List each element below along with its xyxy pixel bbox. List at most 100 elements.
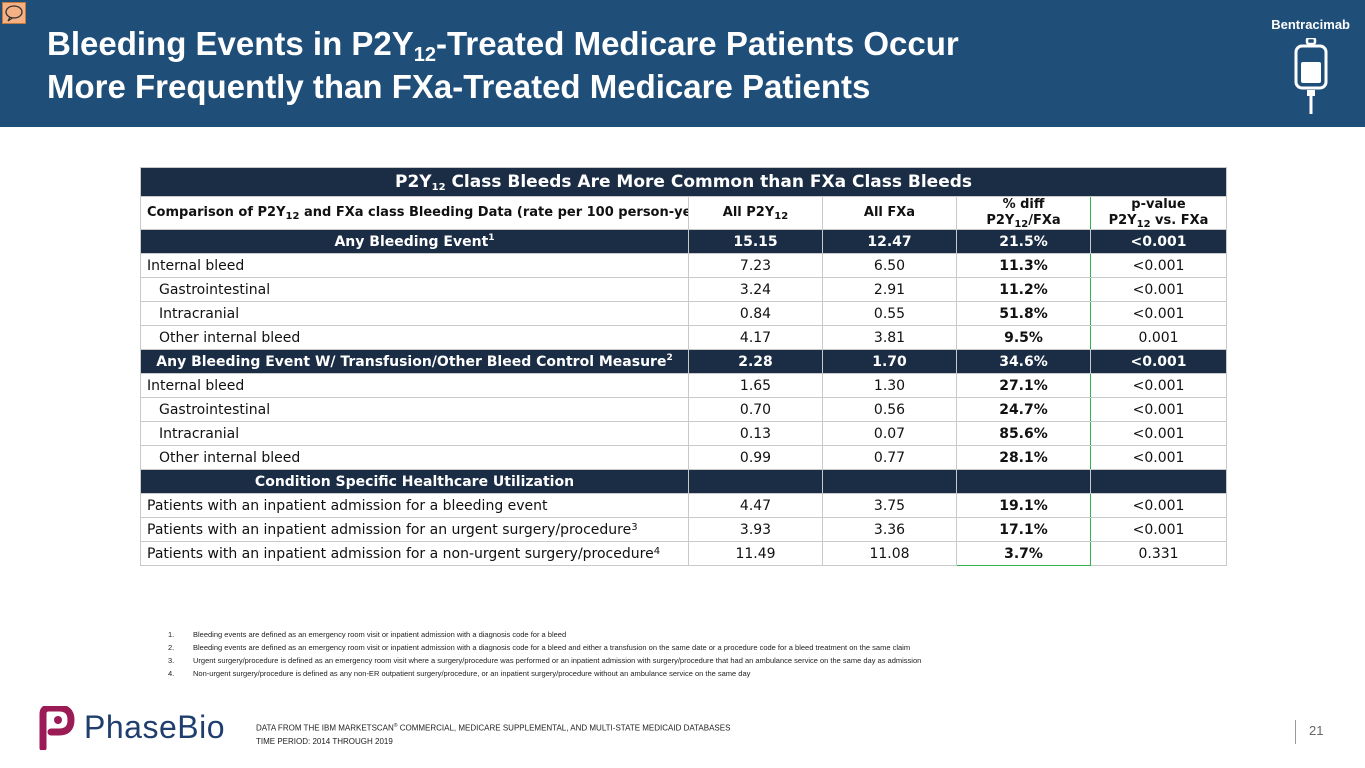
cell-fxa: 6.50 xyxy=(822,253,957,278)
cell-p: <0.001 xyxy=(1089,349,1228,374)
cell-fxa: 0.77 xyxy=(822,445,957,470)
table-row: Gastrointestinal 0.70 0.56 24.7% <0.001 xyxy=(140,397,1228,422)
cell-fxa: 1.30 xyxy=(822,373,957,398)
cell-p2y: 3.93 xyxy=(688,517,823,542)
cell-p2y: 11.49 xyxy=(688,541,823,566)
table-row: Internal bleed 1.65 1.30 27.1% <0.001 xyxy=(140,373,1228,398)
cell-p2y: 1.65 xyxy=(688,373,823,398)
cell-fxa: 0.07 xyxy=(822,421,957,446)
cell-fxa: 12.47 xyxy=(822,229,957,254)
row-label: Gastrointestinal xyxy=(140,277,689,302)
section-label: Any Bleeding Event W/ Transfusion/Other … xyxy=(140,349,689,374)
row-label: Patients with an inpatient admission for… xyxy=(140,541,689,566)
cell-p2y: 0.13 xyxy=(688,421,823,446)
cell-p2y: 15.15 xyxy=(688,229,823,254)
table-row: Patients with an inpatient admission for… xyxy=(140,541,1228,566)
row-label: Intracranial xyxy=(140,421,689,446)
cell-p2y: 4.17 xyxy=(688,325,823,350)
cell-p: <0.001 xyxy=(1089,421,1228,446)
column-header-percent-diff: % diff P2Y12/FXa xyxy=(956,196,1091,230)
row-label: Intracranial xyxy=(140,301,689,326)
empty-cell xyxy=(956,469,1091,494)
row-label: Other internal bleed xyxy=(140,445,689,470)
table-caption: P2Y12 Class Bleeds Are More Common than … xyxy=(139,167,1228,197)
cell-p: <0.001 xyxy=(1089,277,1228,302)
iv-bag-icon xyxy=(1294,38,1328,114)
row-label: Internal bleed xyxy=(140,373,689,398)
title-banner: Bleeding Events in P2Y12-Treated Medicar… xyxy=(0,0,1365,127)
cell-p2y: 4.47 xyxy=(688,493,823,518)
footnote: 1. Bleeding events are defined as an emer… xyxy=(168,630,567,639)
table-row: Patients with an inpatient admission for… xyxy=(140,517,1228,542)
cell-p2y: 0.70 xyxy=(688,397,823,422)
row-label: Patients with an inpatient admission for… xyxy=(140,517,689,542)
cell-diff: 11.3% xyxy=(956,253,1091,278)
footnote: 4. Non-urgent surgery/procedure is define… xyxy=(168,669,751,678)
brand-label: Bentracimab xyxy=(1271,17,1350,32)
cell-fxa: 3.36 xyxy=(822,517,957,542)
empty-cell xyxy=(1089,469,1228,494)
cell-diff: 24.7% xyxy=(956,397,1091,422)
slide-title: Bleeding Events in P2Y12-Treated Medicar… xyxy=(47,25,959,105)
cell-p: 0.331 xyxy=(1089,541,1228,566)
section-label: Any Bleeding Event1 xyxy=(140,229,689,254)
table-row: Other internal bleed 4.17 3.81 9.5% 0.00… xyxy=(140,325,1228,350)
phasebio-logo-icon xyxy=(39,706,75,750)
row-label: Other internal bleed xyxy=(140,325,689,350)
footnotes: 1. Bleeding events are defined as an emer… xyxy=(168,628,921,680)
cell-p: <0.001 xyxy=(1089,517,1228,542)
cell-p: 0.001 xyxy=(1089,325,1228,350)
bleeding-comparison-table: P2Y12 Class Bleeds Are More Common than … xyxy=(139,167,1228,566)
cell-diff: 27.1% xyxy=(956,373,1091,398)
cell-fxa: 1.70 xyxy=(822,349,957,374)
comment-icon[interactable] xyxy=(2,2,26,24)
footnote: 2. Bleeding events are defined as an emer… xyxy=(168,643,911,652)
empty-cell xyxy=(822,469,957,494)
page-divider xyxy=(1295,720,1296,744)
cell-p2y: 0.84 xyxy=(688,301,823,326)
cell-fxa: 2.91 xyxy=(822,277,957,302)
section-label: Condition Specific Healthcare Utilizatio… xyxy=(140,469,689,494)
cell-diff: 51.8% xyxy=(956,301,1091,326)
cell-fxa: 11.08 xyxy=(822,541,957,566)
column-header-comparison: Comparison of P2Y12 and FXa class Bleedi… xyxy=(140,196,689,230)
column-header-all-fxa: All FXa xyxy=(822,196,957,230)
section-row-any-bleeding: Any Bleeding Event1 15.15 12.47 21.5% <0… xyxy=(140,229,1228,254)
section-row-utilization: Condition Specific Healthcare Utilizatio… xyxy=(140,469,1228,494)
section-row-transfusion: Any Bleeding Event W/ Transfusion/Other … xyxy=(140,349,1228,374)
cell-p: <0.001 xyxy=(1089,397,1228,422)
cell-diff: 19.1% xyxy=(956,493,1091,518)
column-header-all-p2y12: All P2Y12 xyxy=(688,196,823,230)
cell-diff: 3.7% xyxy=(956,541,1091,566)
cell-diff: 9.5% xyxy=(956,325,1091,350)
cell-p: <0.001 xyxy=(1089,445,1228,470)
table-row: Internal bleed 7.23 6.50 11.3% <0.001 xyxy=(140,253,1228,278)
table-row: Gastrointestinal 3.24 2.91 11.2% <0.001 xyxy=(140,277,1228,302)
cell-p: <0.001 xyxy=(1089,493,1228,518)
page-number: 21 xyxy=(1309,723,1324,738)
phasebio-logo-text: PhaseBio xyxy=(84,709,225,745)
cell-p: <0.001 xyxy=(1089,229,1228,254)
cell-fxa: 0.55 xyxy=(822,301,957,326)
cell-p: <0.001 xyxy=(1089,373,1228,398)
cell-diff: 11.2% xyxy=(956,277,1091,302)
cell-diff: 85.6% xyxy=(956,421,1091,446)
cell-diff: 17.1% xyxy=(956,517,1091,542)
cell-p: <0.001 xyxy=(1089,253,1228,278)
cell-p2y: 2.28 xyxy=(688,349,823,374)
row-label: Gastrointestinal xyxy=(140,397,689,422)
cell-p2y: 0.99 xyxy=(688,445,823,470)
column-header-row: Comparison of P2Y12 and FXa class Bleedi… xyxy=(140,196,1228,230)
column-header-p-value: p-value P2Y12 vs. FXa xyxy=(1089,196,1228,230)
cell-diff: 28.1% xyxy=(956,445,1091,470)
cell-fxa: 3.81 xyxy=(822,325,957,350)
table-row: Patients with an inpatient admission for… xyxy=(140,493,1228,518)
row-label: Patients with an inpatient admission for… xyxy=(140,493,689,518)
cell-fxa: 0.56 xyxy=(822,397,957,422)
table-row: Other internal bleed 0.99 0.77 28.1% <0.… xyxy=(140,445,1228,470)
data-source-note: DATA FROM THE IBM MARKETSCAN® COMMERCIAL… xyxy=(256,723,731,746)
cell-p2y: 3.24 xyxy=(688,277,823,302)
cell-p: <0.001 xyxy=(1089,301,1228,326)
cell-diff: 34.6% xyxy=(956,349,1091,374)
empty-cell xyxy=(688,469,823,494)
